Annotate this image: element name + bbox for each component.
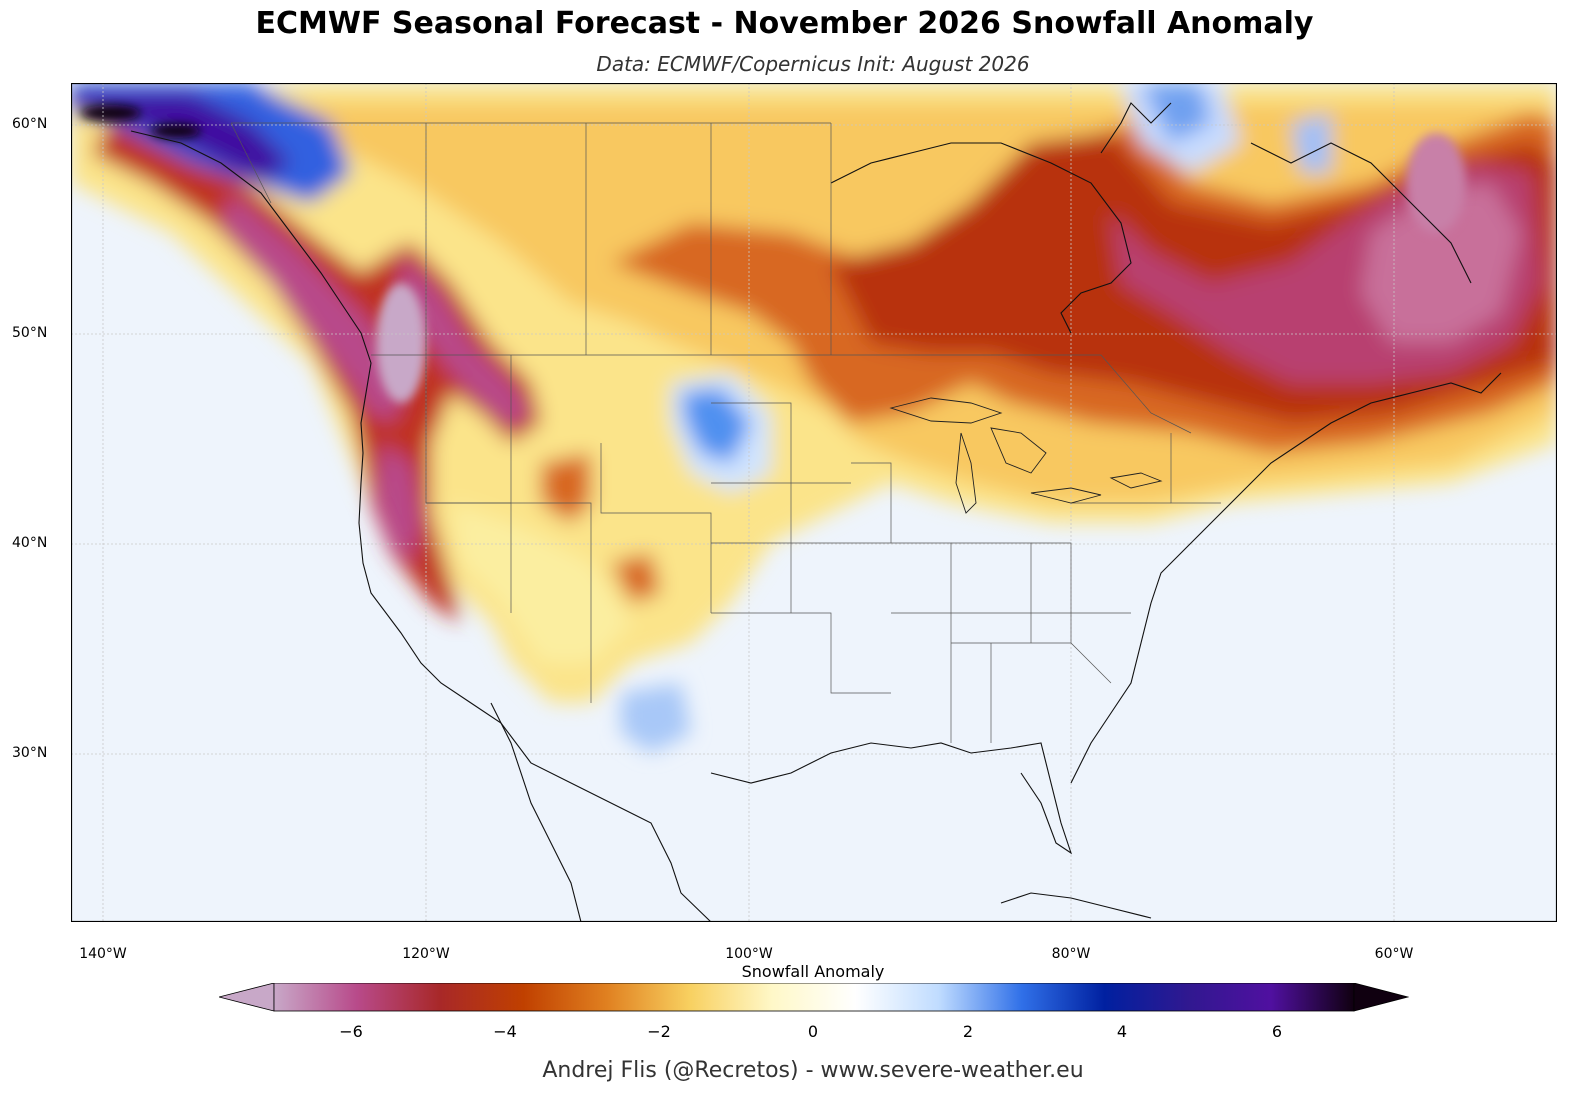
political-borders	[230, 122, 1221, 743]
lat-label-40n: 40°N	[12, 535, 48, 551]
map-canvas	[71, 83, 1557, 922]
colorbar-tick: −2	[647, 1022, 671, 1041]
colorbar-min-extend	[218, 982, 275, 1012]
lon-label-140w: 140°W	[79, 946, 127, 962]
colorbar-tick: 4	[1116, 1022, 1128, 1041]
colorbar-tick: 0	[807, 1022, 819, 1041]
lat-label-30n: 30°N	[12, 745, 48, 761]
page-subtitle: Data: ECMWF/Copernicus Init: August 2026	[596, 52, 1030, 76]
anomaly-extremes	[81, 105, 1466, 403]
lon-label-60w: 60°W	[1374, 946, 1414, 962]
lon-label-100w: 100°W	[725, 946, 773, 962]
map-frame	[71, 83, 1557, 922]
colorbar-max-extend	[1353, 982, 1410, 1012]
colorbar-bar	[273, 982, 1355, 1012]
colorbar	[218, 982, 1410, 1017]
snowfall-anomaly-map	[71, 83, 1557, 922]
colorbar-tick: −6	[339, 1022, 363, 1041]
credit-line: Andrej Flis (@Recretos) - www.severe-wea…	[542, 1058, 1084, 1083]
lat-label-50n: 50°N	[12, 325, 48, 341]
great-lakes	[889, 397, 1163, 514]
lat-label-60n: 60°N	[12, 116, 48, 132]
lon-label-80w: 80°W	[1051, 946, 1091, 962]
coastlines	[130, 102, 1502, 922]
page-title: ECMWF Seasonal Forecast - November 2026 …	[255, 6, 1314, 41]
lon-label-120w: 120°W	[402, 946, 450, 962]
colorbar-tick: 2	[962, 1022, 974, 1041]
colorbar-label: Snowfall Anomaly	[741, 962, 885, 981]
colorbar-tick: −4	[493, 1022, 517, 1041]
colorbar-tick: 6	[1271, 1022, 1283, 1041]
